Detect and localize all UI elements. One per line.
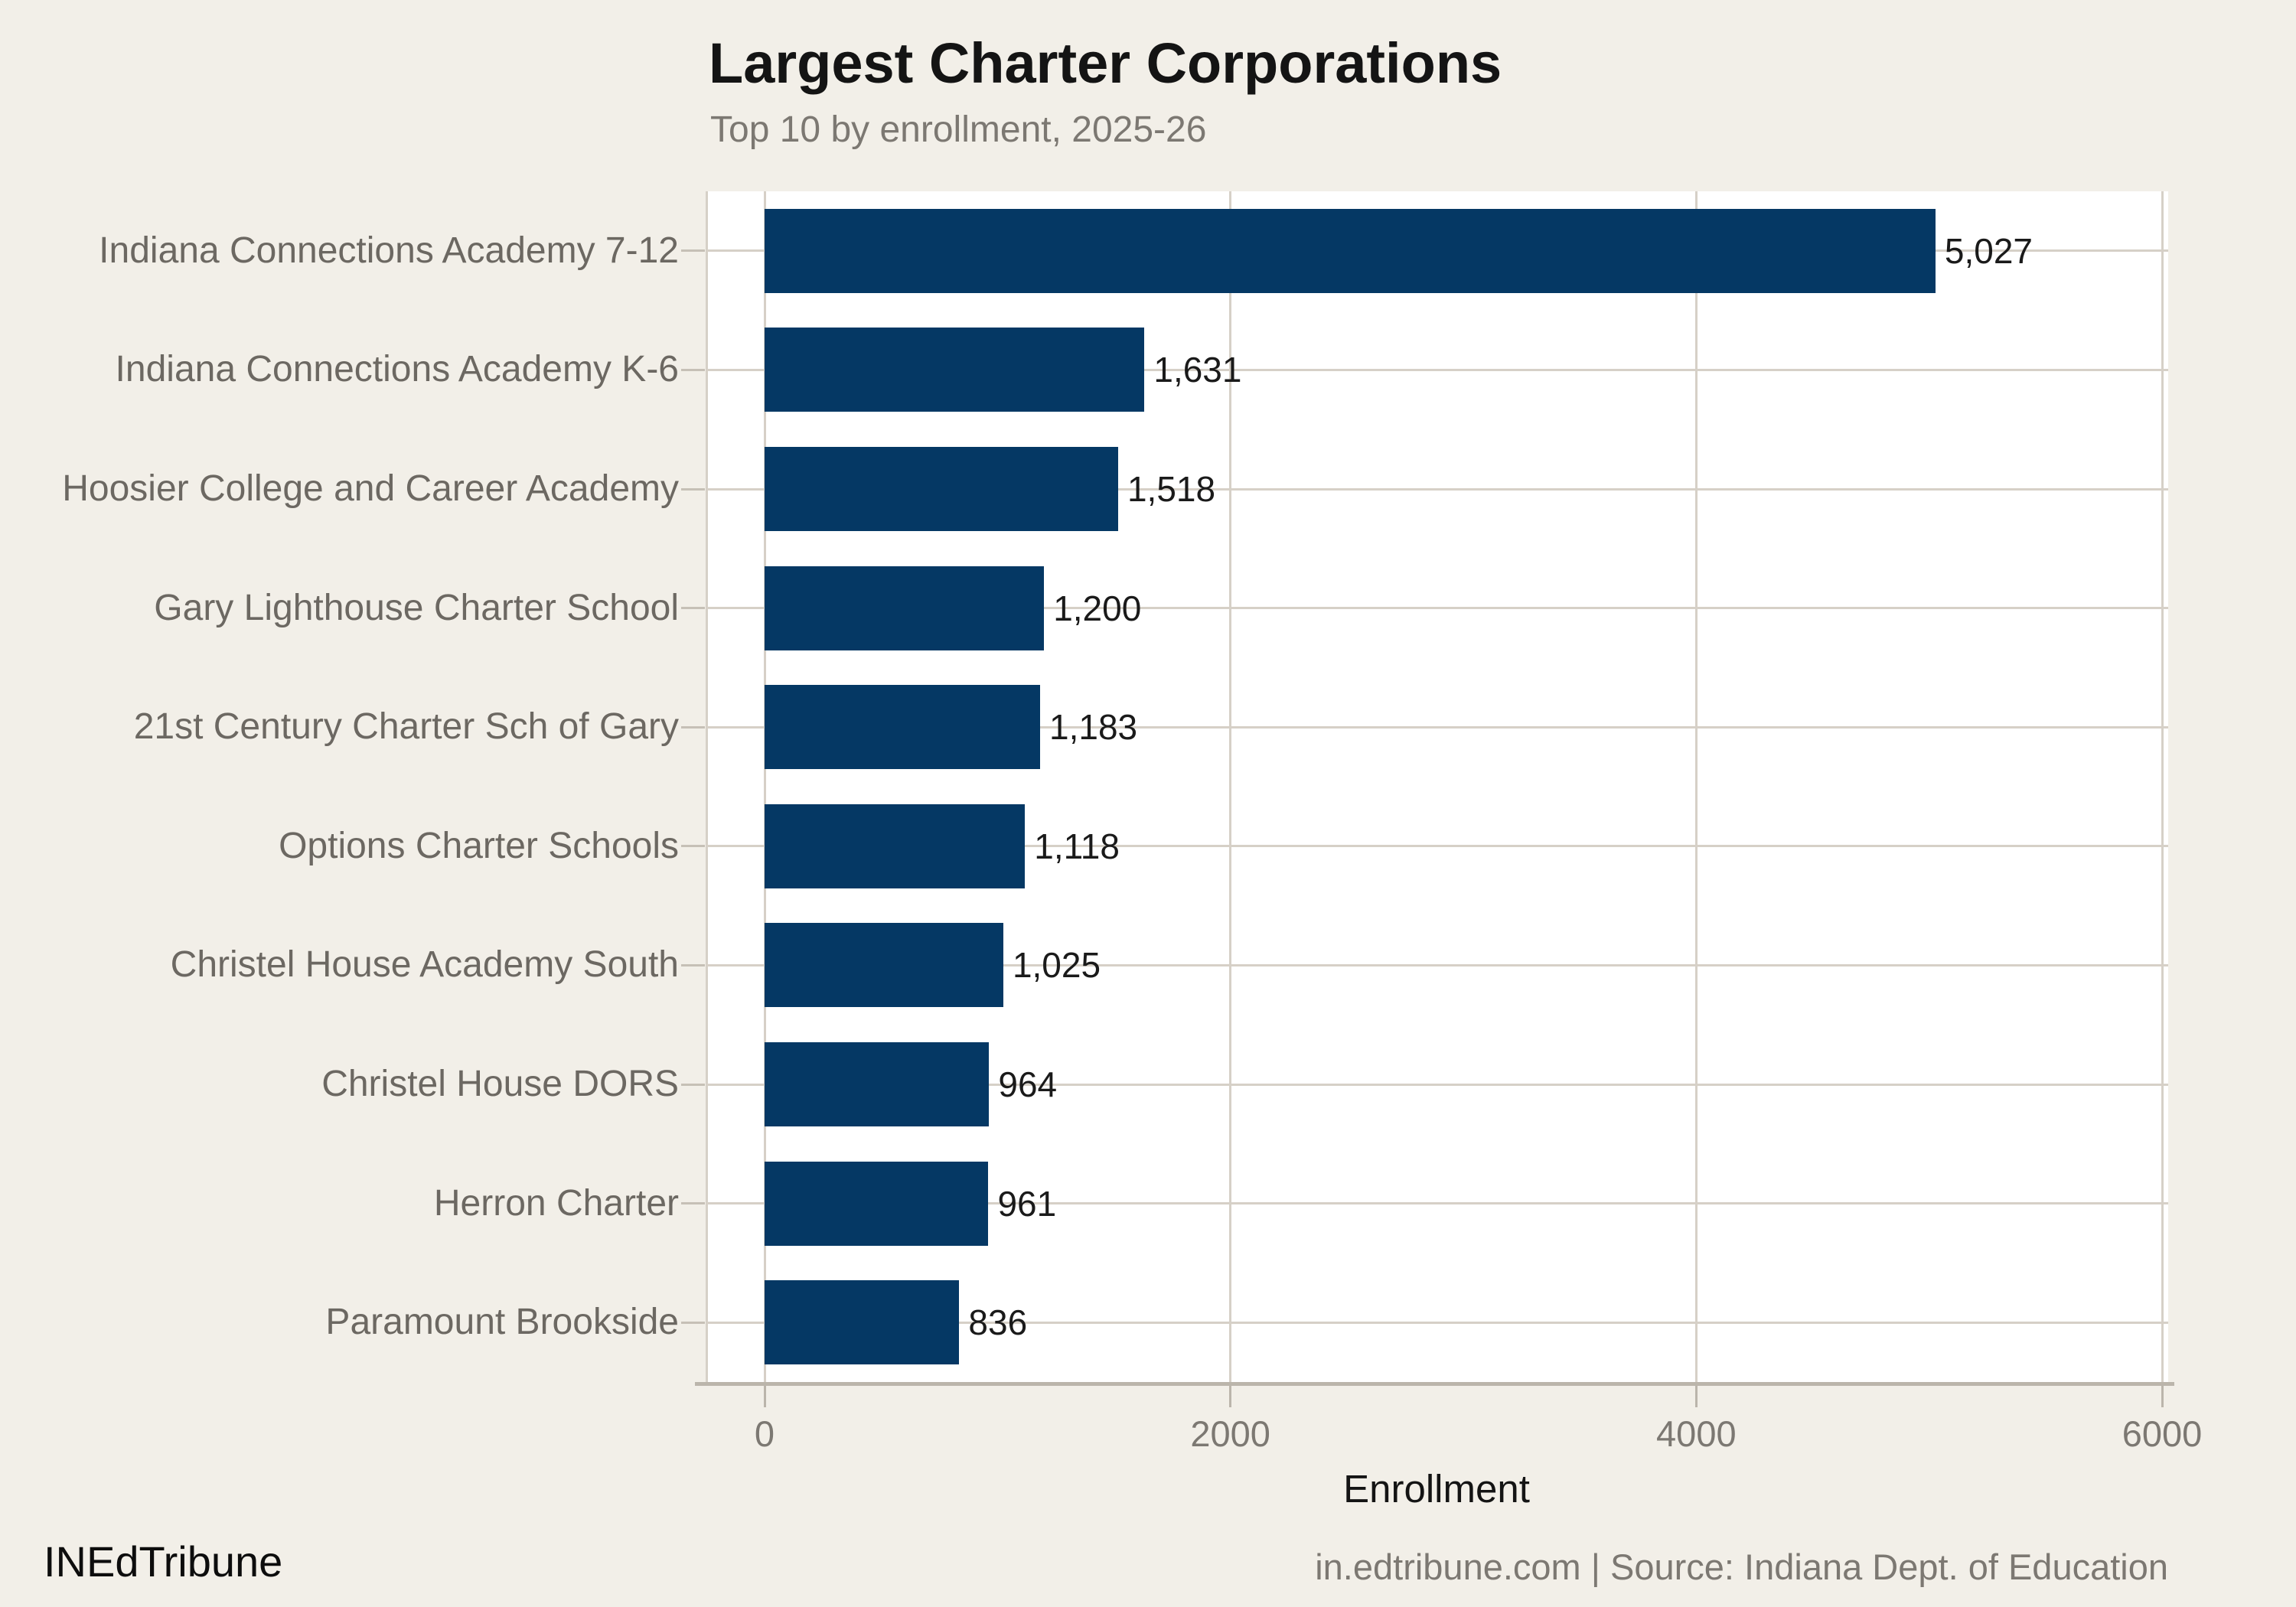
bar xyxy=(765,923,1003,1008)
bar-value-label: 1,118 xyxy=(1034,826,1120,866)
bar-value-label: 1,183 xyxy=(1049,707,1138,748)
y-axis: Indiana Connections Academy 7-12 Indiana … xyxy=(0,191,705,1382)
x-axis-tick xyxy=(1694,1386,1698,1407)
bar-value-label: 1,200 xyxy=(1053,588,1142,628)
y-axis-tick xyxy=(681,487,705,491)
y-axis-line xyxy=(706,191,708,1382)
y-axis-label: Indiana Connections Academy 7-12 xyxy=(99,230,679,271)
bar xyxy=(765,1280,960,1365)
bar xyxy=(765,447,1118,531)
bar xyxy=(765,328,1145,412)
horizontal-gridline xyxy=(706,1083,2168,1086)
bar-value-label: 1,631 xyxy=(1153,350,1242,390)
bar-value-label: 1,025 xyxy=(1012,945,1101,986)
bar-value-label: 961 xyxy=(997,1183,1057,1224)
x-axis-title: Enrollment xyxy=(1343,1467,1530,1511)
plot-area: 5,027 1,631 1,518 1,200 1,183 1,118 1,025 964 96… xyxy=(706,191,2168,1382)
y-axis-tick xyxy=(681,1202,705,1205)
vertical-gridline xyxy=(1229,191,1232,1382)
chart-subtitle: Top 10 by enrollment, 2025-26 xyxy=(710,109,1207,150)
bar xyxy=(765,685,1041,770)
horizontal-gridline xyxy=(706,963,2168,966)
y-axis-tick xyxy=(681,607,705,610)
y-axis-label: Christel House DORS xyxy=(321,1064,679,1104)
footer-credit: in.edtribune.com | Source: Indiana Dept.… xyxy=(1315,1547,2168,1587)
y-axis-label: Hoosier College and Career Academy xyxy=(62,468,679,509)
x-axis-tick-label: 6000 xyxy=(2122,1413,2203,1454)
bar-value-label: 1,518 xyxy=(1127,469,1216,509)
x-axis-tick-label: 2000 xyxy=(1190,1413,1270,1454)
y-axis-label: Options Charter Schools xyxy=(279,825,679,866)
horizontal-gridline xyxy=(706,607,2168,610)
y-axis-label: Indiana Connections Academy K-6 xyxy=(115,349,679,390)
horizontal-gridline xyxy=(706,845,2168,848)
y-axis-tick xyxy=(681,725,705,729)
horizontal-gridline xyxy=(706,368,2168,371)
vertical-gridline xyxy=(1694,191,1698,1382)
footer-brand: INEdTribune xyxy=(44,1537,283,1586)
bar-value-label: 5,027 xyxy=(1944,230,2033,271)
y-axis-tick xyxy=(681,249,705,253)
x-axis-line xyxy=(695,1382,2174,1386)
y-axis-tick xyxy=(681,1321,705,1324)
bar xyxy=(765,1042,990,1126)
bar-value-label: 964 xyxy=(998,1064,1058,1104)
y-axis-tick xyxy=(681,845,705,848)
bar xyxy=(765,804,1026,888)
y-axis-tick xyxy=(681,1083,705,1086)
horizontal-gridline xyxy=(706,1321,2168,1324)
x-axis-tick-label: 0 xyxy=(754,1413,775,1454)
x-axis-tick-label: 4000 xyxy=(1656,1413,1737,1454)
bar xyxy=(765,566,1045,650)
vertical-gridline xyxy=(763,191,766,1382)
bar xyxy=(765,208,1936,293)
y-axis-label: 21st Century Charter Sch of Gary xyxy=(133,706,679,748)
bar xyxy=(765,1161,989,1246)
chart-title: Largest Charter Corporations xyxy=(709,31,1502,95)
vertical-gridline xyxy=(2161,191,2164,1382)
y-axis-label: Herron Charter xyxy=(433,1182,679,1224)
x-axis-tick xyxy=(763,1386,766,1407)
y-axis-label: Gary Lighthouse Charter School xyxy=(154,587,679,628)
bar-value-label: 836 xyxy=(968,1302,1028,1343)
y-axis-tick xyxy=(681,368,705,371)
x-axis-tick xyxy=(2161,1386,2164,1407)
horizontal-gridline xyxy=(706,725,2168,729)
x-axis-tick xyxy=(1229,1386,1232,1407)
y-axis-label: Christel House Academy South xyxy=(170,944,679,986)
y-axis-label: Paramount Brookside xyxy=(325,1302,679,1343)
horizontal-gridline xyxy=(706,1202,2168,1205)
y-axis-tick xyxy=(681,963,705,966)
horizontal-gridline xyxy=(706,487,2168,491)
